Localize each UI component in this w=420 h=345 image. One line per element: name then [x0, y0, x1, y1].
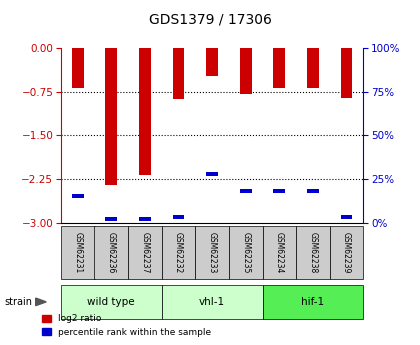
- Bar: [240, 48, 252, 93]
- Text: GSM62232: GSM62232: [174, 232, 183, 273]
- Bar: [72, 194, 84, 198]
- Bar: [307, 189, 319, 193]
- Bar: [206, 172, 218, 176]
- Bar: [341, 48, 352, 98]
- Text: GSM62234: GSM62234: [275, 232, 284, 273]
- Bar: [72, 48, 84, 88]
- Bar: [206, 48, 218, 76]
- Bar: [173, 215, 184, 219]
- Bar: [273, 48, 285, 88]
- Bar: [240, 189, 252, 193]
- Text: hif-1: hif-1: [301, 297, 325, 307]
- Bar: [341, 215, 352, 219]
- Bar: [105, 48, 117, 185]
- Text: GDS1379 / 17306: GDS1379 / 17306: [149, 12, 271, 26]
- Text: GSM62235: GSM62235: [241, 232, 250, 273]
- Bar: [173, 48, 184, 99]
- Text: GSM62237: GSM62237: [140, 232, 150, 273]
- Bar: [273, 189, 285, 193]
- Bar: [105, 217, 117, 221]
- Text: GSM62239: GSM62239: [342, 232, 351, 273]
- Legend: log2 ratio, percentile rank within the sample: log2 ratio, percentile rank within the s…: [38, 311, 215, 341]
- Text: vhl-1: vhl-1: [199, 297, 225, 307]
- Text: GSM62231: GSM62231: [73, 232, 82, 273]
- Bar: [139, 48, 151, 175]
- Text: strain: strain: [4, 297, 32, 307]
- Text: GSM62233: GSM62233: [207, 232, 217, 273]
- Text: wild type: wild type: [87, 297, 135, 307]
- Text: GSM62238: GSM62238: [308, 232, 318, 273]
- Text: GSM62236: GSM62236: [107, 232, 116, 273]
- Bar: [139, 217, 151, 221]
- Bar: [307, 48, 319, 88]
